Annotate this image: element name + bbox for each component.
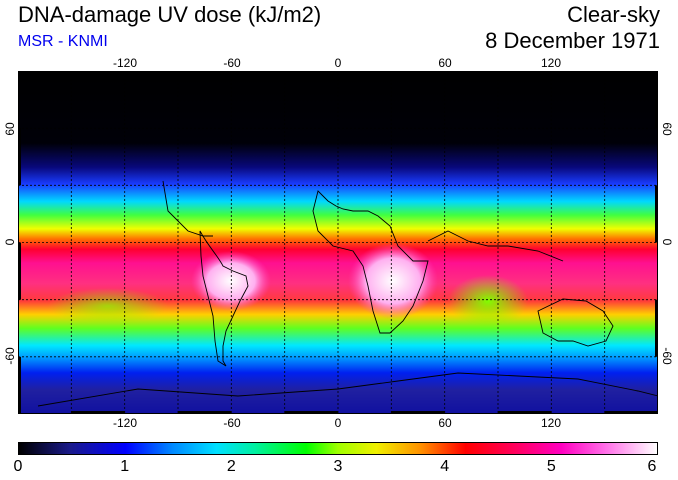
- colorbar-label: 0: [13, 458, 23, 475]
- lon-label-bottom: -120: [112, 416, 138, 430]
- pacific-green-patch: [48, 288, 168, 324]
- uv-dose-map: [18, 71, 658, 414]
- lat-label-left: -60: [3, 347, 17, 365]
- lat-label-left: 0: [3, 238, 17, 246]
- south-america-outline: [199, 230, 249, 367]
- lat-label-right: -60: [660, 347, 674, 365]
- lon-label-top: 0: [334, 56, 342, 70]
- lon-label-top: 120: [540, 56, 562, 70]
- colorbar-label: 5: [546, 458, 556, 475]
- lon-label-bottom: 60: [438, 416, 452, 430]
- australia-outline: [537, 298, 614, 347]
- lat-label-right: 60: [660, 122, 674, 136]
- lon-label-top: -60: [223, 56, 241, 70]
- antarctica-coast: [37, 372, 658, 407]
- source-label: MSR - KNMI: [18, 33, 108, 50]
- sky-condition-label: Clear-sky: [567, 2, 660, 27]
- colorbar-label: 3: [333, 458, 343, 475]
- lon-label-bottom: 0: [334, 416, 342, 430]
- lon-label-top: -120: [112, 56, 138, 70]
- colorbar: [18, 442, 658, 455]
- colorbar-label: 1: [120, 458, 130, 475]
- lat-label-left: 60: [3, 122, 17, 136]
- graticule: [18, 71, 658, 414]
- lon-label-bottom: -60: [223, 416, 241, 430]
- southern-africa-hotspot: [348, 243, 438, 319]
- colorbar-label: 6: [647, 458, 657, 475]
- map-title: DNA-damage UV dose (kJ/m2): [18, 2, 322, 27]
- coastlines: [37, 180, 658, 407]
- indian-ocean-green-patch: [448, 275, 528, 327]
- north-america-coast: [162, 180, 213, 237]
- colorbar-label: 4: [440, 458, 450, 475]
- africa-outline: [312, 190, 429, 334]
- asia-coast: [427, 230, 564, 262]
- lon-label-top: 60: [438, 56, 452, 70]
- date-label: 8 December 1971: [485, 28, 660, 53]
- colorbar-label: 2: [226, 458, 236, 475]
- lon-label-bottom: 120: [540, 416, 562, 430]
- frame-ticks: [18, 71, 658, 414]
- lat-label-right: 0: [660, 238, 674, 246]
